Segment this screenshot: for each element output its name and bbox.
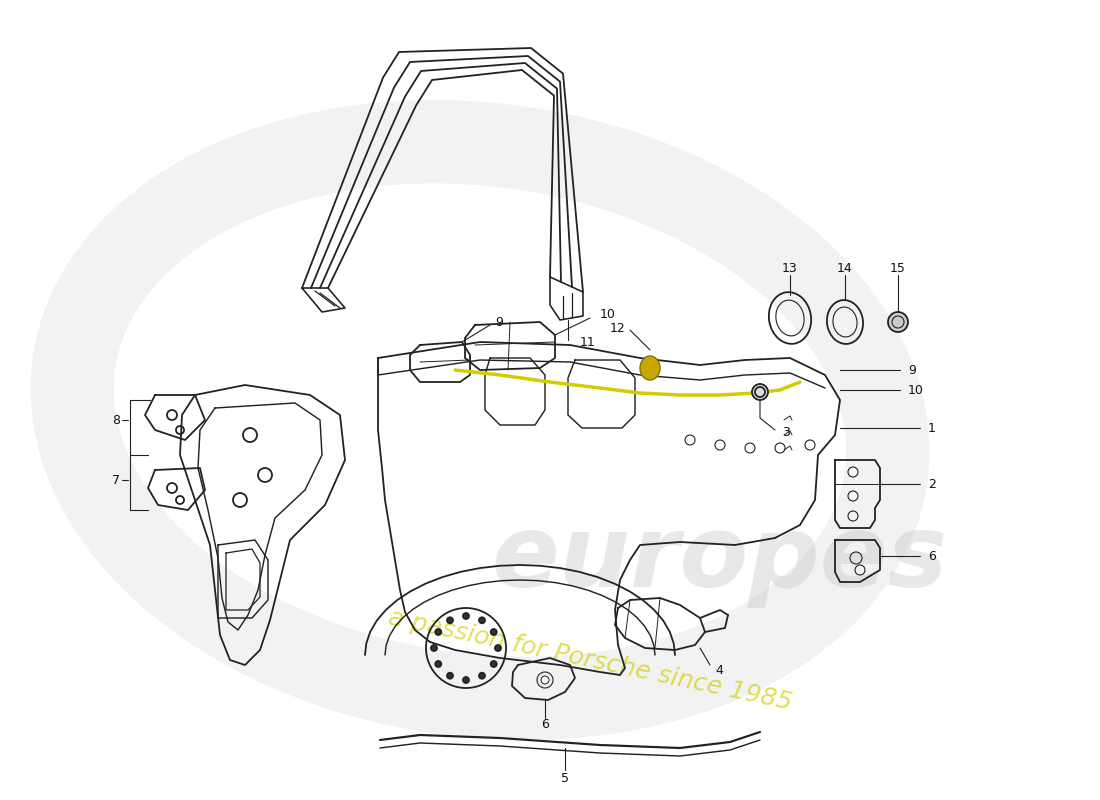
Circle shape (491, 661, 497, 667)
Circle shape (478, 618, 485, 623)
Text: 12: 12 (609, 322, 625, 334)
Text: a passion for Porsche since 1985: a passion for Porsche since 1985 (386, 606, 794, 714)
Circle shape (447, 618, 453, 623)
Text: 10: 10 (600, 309, 616, 322)
Circle shape (436, 629, 441, 635)
Text: 10: 10 (908, 383, 924, 397)
Circle shape (436, 661, 441, 667)
Circle shape (431, 645, 437, 651)
Circle shape (463, 613, 469, 619)
Text: 4: 4 (715, 663, 723, 677)
Text: 1: 1 (928, 422, 936, 434)
Circle shape (495, 645, 500, 651)
Text: 11: 11 (580, 337, 596, 350)
Text: 9: 9 (495, 317, 503, 330)
Text: 3: 3 (782, 426, 790, 438)
Text: 15: 15 (890, 262, 906, 274)
Circle shape (752, 384, 768, 400)
Text: 7: 7 (112, 474, 120, 486)
Text: 9: 9 (908, 363, 916, 377)
Text: 14: 14 (837, 262, 852, 274)
Circle shape (888, 312, 907, 332)
Circle shape (491, 629, 497, 635)
Circle shape (478, 673, 485, 678)
Text: 8: 8 (112, 414, 120, 426)
Text: europes: europes (492, 511, 948, 609)
Ellipse shape (640, 356, 660, 380)
Text: 6: 6 (928, 550, 936, 562)
Text: 6: 6 (541, 718, 549, 730)
Circle shape (463, 677, 469, 683)
Text: 5: 5 (561, 771, 569, 785)
Text: 13: 13 (782, 262, 797, 274)
Circle shape (447, 673, 453, 678)
Text: 2: 2 (928, 478, 936, 490)
